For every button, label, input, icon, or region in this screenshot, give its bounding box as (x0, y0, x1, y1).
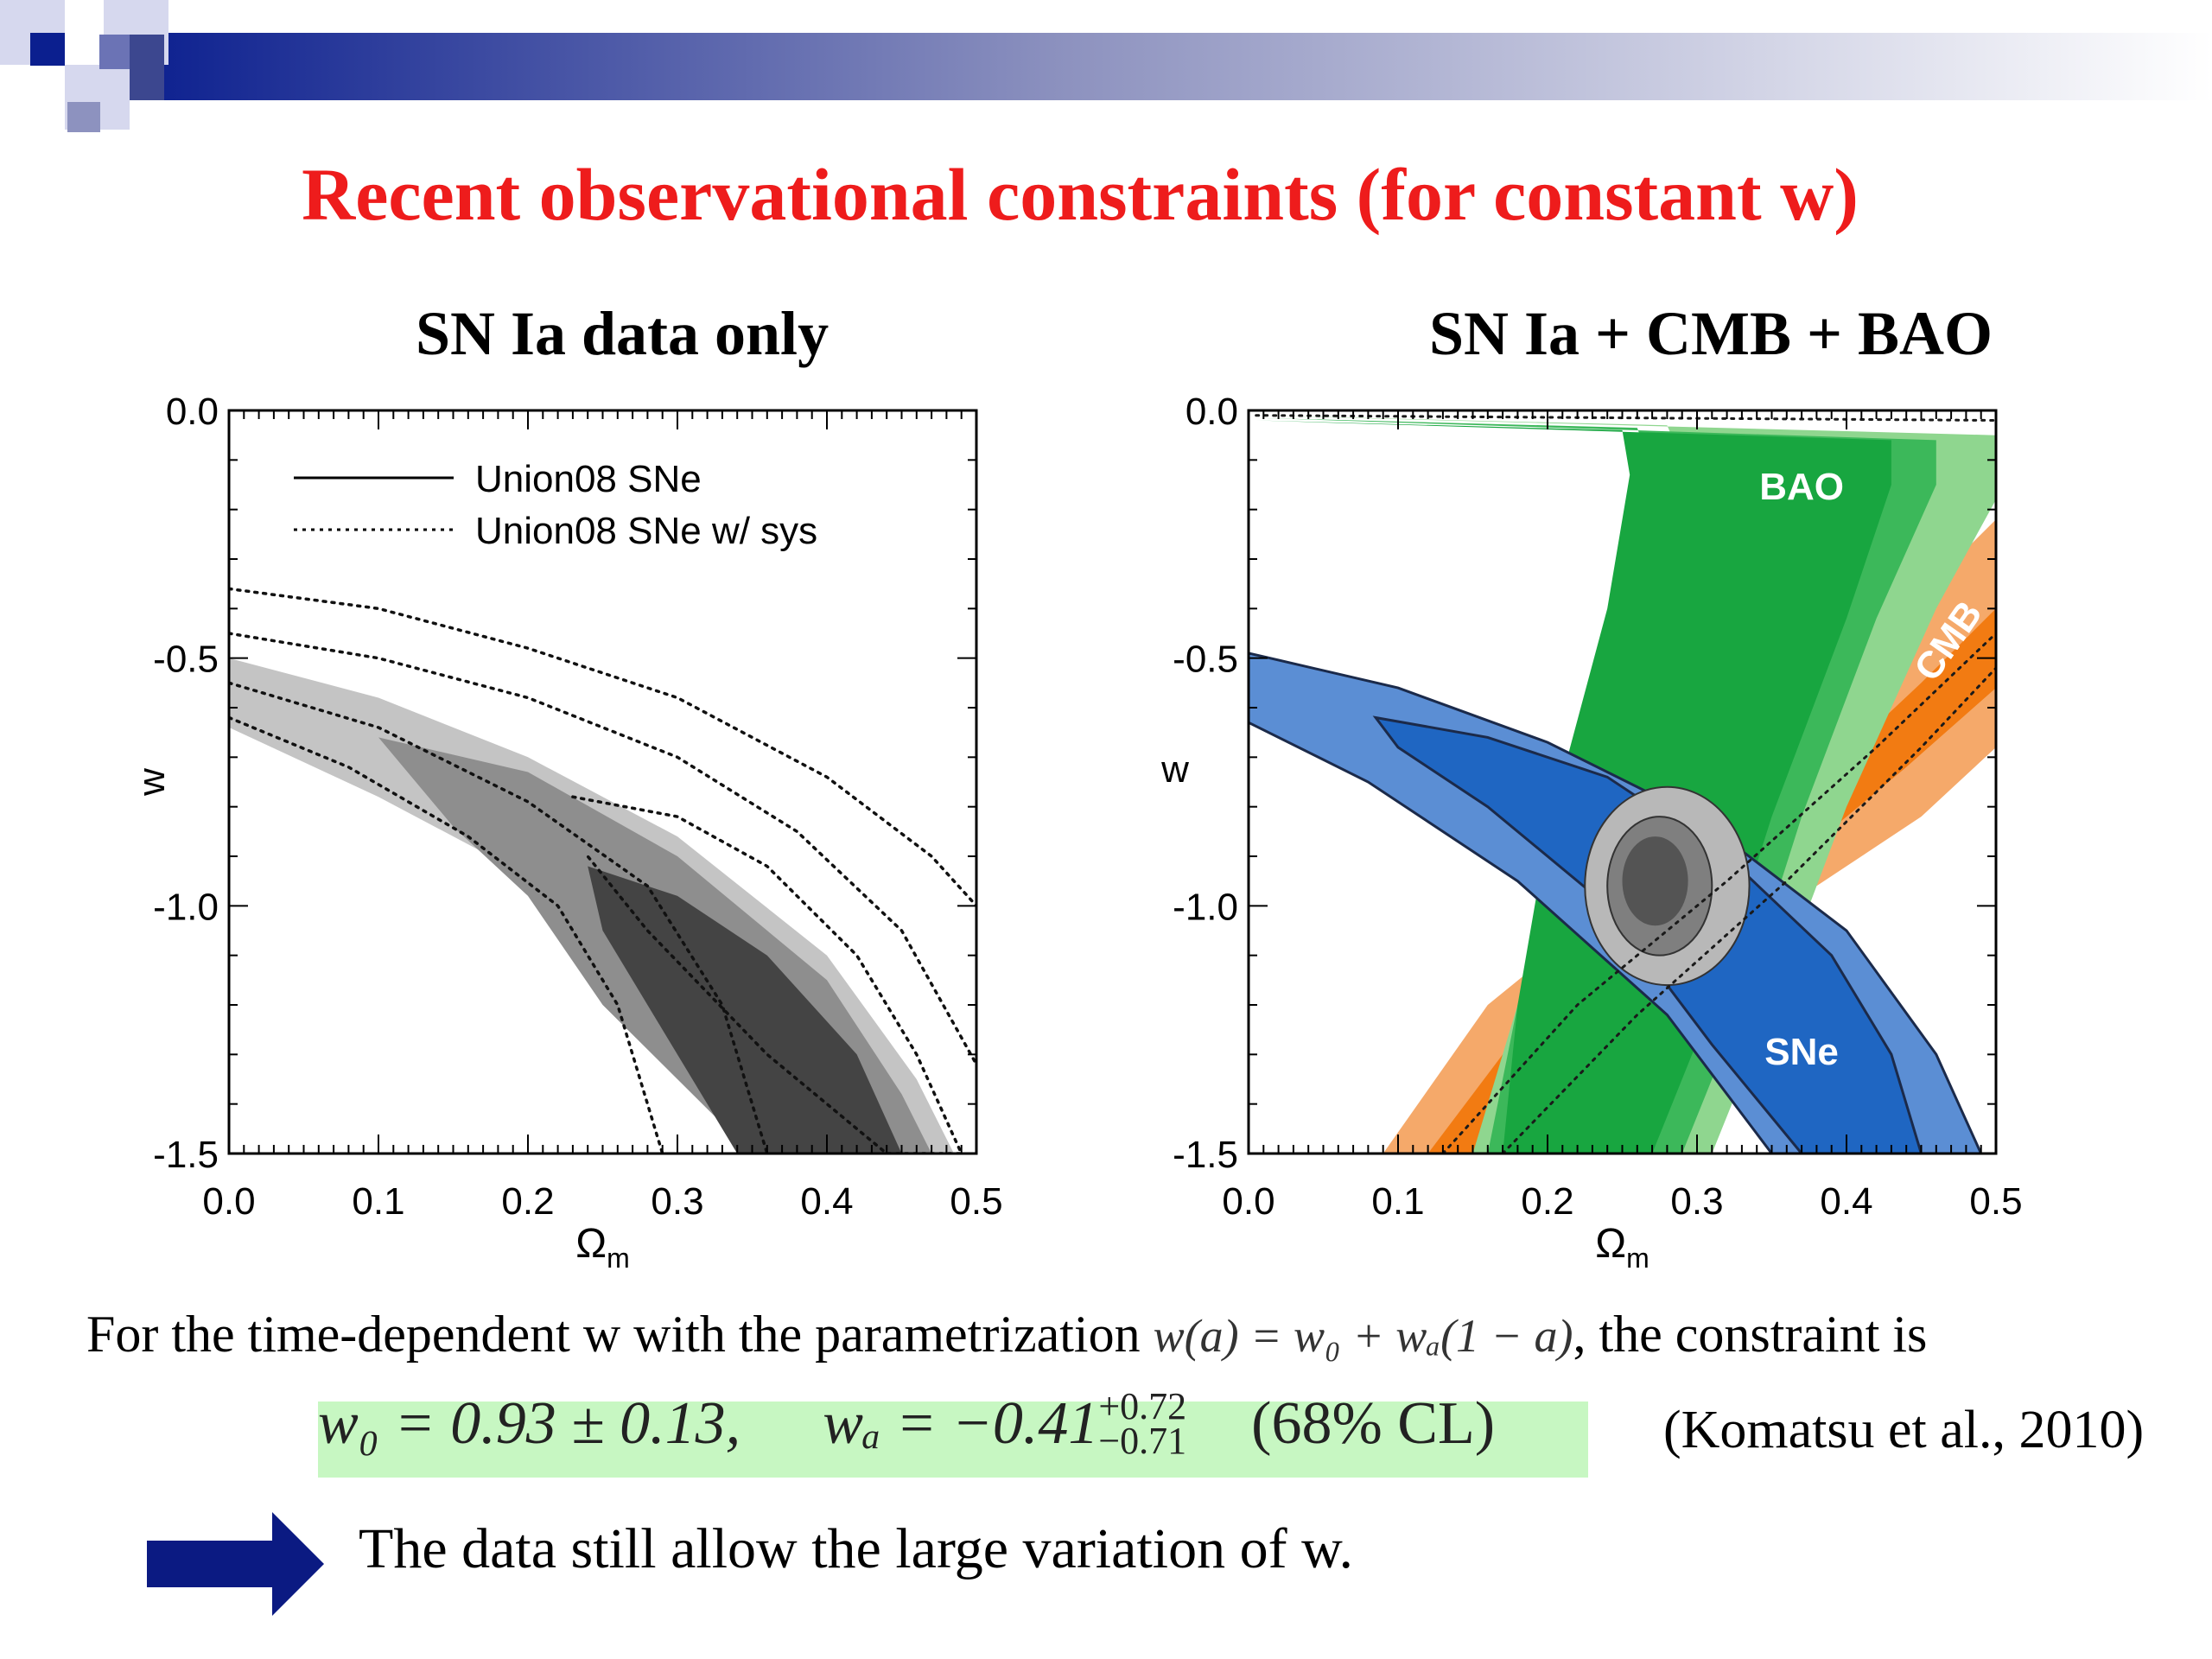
conclusion-text: The data still allow the large variation… (359, 1517, 1353, 1580)
y-tick-label: 0.0 (1185, 391, 1238, 433)
y-tick-label: 0.0 (166, 391, 219, 433)
legend-entry: Union08 SNe (475, 458, 702, 500)
right-panel-title: SN Ia + CMB + BAO (1428, 299, 1993, 368)
x-tick-label: 0.3 (1670, 1180, 1723, 1223)
x-tick-label: 0.2 (1521, 1180, 1573, 1223)
band-combined-inner (1622, 836, 1688, 926)
dotted-contour (571, 795, 963, 1154)
citation: (Komatsu et al., 2010) (1663, 1401, 2145, 1459)
x-axis-label: Ωm (1595, 1221, 1649, 1270)
x-axis-label: Ωm (575, 1221, 630, 1270)
y-tick-label: -0.5 (1173, 639, 1238, 681)
wa-upper-error: +0.72 (1098, 1384, 1187, 1427)
right-arrow-icon (147, 1512, 324, 1616)
left-panel-title: SN Ia data only (415, 299, 830, 368)
dotted-contour (229, 632, 976, 1066)
band-label: BAO (1759, 466, 1844, 508)
body-text-prefix: For the time-dependent w with the parame… (86, 1306, 1141, 1363)
parametrization-formula: w(a) = w₀ + wₐ(1 − a) (1153, 1310, 1573, 1362)
band-label: SNe (1764, 1031, 1839, 1073)
top-banner (0, 0, 2212, 132)
x-tick-label: 0.2 (501, 1180, 554, 1223)
y-tick-label: -1.0 (1173, 886, 1238, 928)
confidence-level: (68% CL) (1251, 1390, 1496, 1457)
x-tick-label: 0.4 (1820, 1180, 1872, 1223)
dotted-contour (1501, 666, 1996, 1154)
w0-result: w₀ = 0.93 ± 0.13, (318, 1390, 741, 1457)
combined-contour-chart: 0.0 0.1 0.2 0.3 0.4 0.50.0-0.5-1.0-1.5ΩmwBAOC… (1160, 391, 2022, 1270)
y-axis-label: w (1160, 748, 1189, 791)
y-axis-label: w (130, 768, 173, 797)
contour-inner (588, 866, 902, 1154)
plot-area (1249, 414, 1996, 1154)
wa-lower-error: −0.71 (1098, 1419, 1187, 1462)
x-tick-label: 0.5 (1969, 1180, 2022, 1223)
dotted-contour (229, 681, 769, 1154)
x-tick-label: 0.0 (1222, 1180, 1274, 1223)
x-tick-label: 0.1 (352, 1180, 404, 1223)
body-text-suffix: , the constraint is (1573, 1306, 1928, 1363)
sn-only-contour-chart: 0.0 0.1 0.2 0.3 0.4 0.5 0.0 -0.5 -1.0 -1.5 Ωm w Unio… (130, 391, 1003, 1270)
y-tick-label: -1.0 (153, 886, 219, 928)
x-tick-label: 0.4 (800, 1180, 853, 1223)
x-tick-label: 0.1 (1371, 1180, 1424, 1223)
dotted-contour (229, 587, 976, 908)
dotted-contour (1255, 414, 1996, 422)
x-tick-label: 0.0 (202, 1180, 255, 1223)
dotted-contour (1441, 632, 1996, 1154)
y-tick-label: -1.5 (153, 1134, 219, 1176)
body-text: For the time-dependent w with the parame… (86, 1305, 2177, 1364)
constraint-result: w₀ = 0.93 ± 0.13, wₐ = −0.41 +0.72 −0.71… (318, 1384, 1597, 1464)
wa-result: wₐ = −0.41 (823, 1390, 1099, 1457)
result-highlight (318, 1402, 1588, 1478)
x-tick-label: 0.3 (651, 1180, 703, 1223)
y-tick-label: -1.5 (1173, 1134, 1238, 1176)
plot-area (229, 587, 976, 1154)
slide-title: Recent observational constraints (for co… (302, 153, 1859, 236)
legend-entry: Union08 SNe w/ sys (475, 510, 817, 552)
x-tick-label: 0.5 (950, 1180, 1002, 1223)
y-tick-label: -0.5 (153, 639, 219, 681)
